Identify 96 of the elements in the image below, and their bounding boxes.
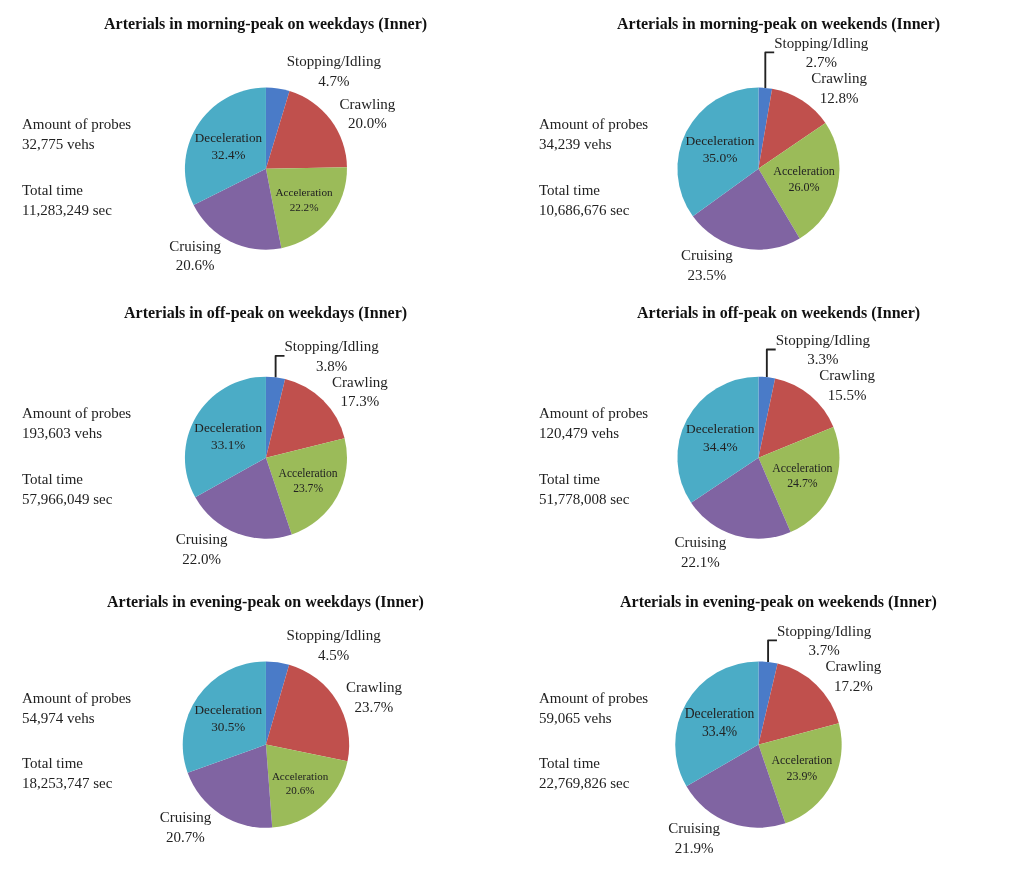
pie-slice	[758, 661, 778, 745]
pie-slice	[184, 87, 266, 206]
slice-label: Stopping/Idling	[284, 338, 380, 355]
slice-label: Stopping/Idling	[776, 622, 872, 639]
data-label: 20.0%	[348, 115, 387, 132]
slice-label: Acceleration	[271, 770, 329, 783]
data-label: 26.0%	[788, 179, 820, 194]
slice-label: Stopping/Idling	[774, 34, 869, 51]
pie-slice	[265, 438, 347, 535]
data-label: 24.7%	[787, 476, 818, 491]
text: Total time 18,253,747 sec	[22, 755, 113, 791]
slice-label: Stopping/Idling	[286, 627, 382, 644]
chart-title: Arterials in morning-peak on weekends (Inner)	[617, 15, 941, 33]
data-label: 12.8%	[819, 89, 859, 106]
data-label: 3.3%	[807, 351, 839, 368]
slice-label: Deceleration	[194, 702, 263, 718]
data-label: 15.5%	[827, 386, 867, 403]
data-label: 23.7%	[354, 698, 394, 715]
pie-slice	[758, 426, 840, 533]
chart-title: Arterials in morning-peak on weekdays (Inner)	[104, 15, 428, 33]
chart-title: Arterials in off-peak on weekends (Inner)	[637, 304, 921, 322]
pie-slice	[265, 661, 290, 745]
text: Total time 22,769,826 sec	[539, 755, 630, 791]
pie-slice	[758, 87, 773, 169]
slice-label: Cruising	[668, 820, 721, 837]
slice-label: Acceleration	[771, 753, 833, 768]
text: Total time 11,283,249 sec	[22, 182, 113, 218]
data-label: 3.7%	[808, 642, 840, 659]
data-label: 23.5%	[687, 266, 727, 283]
text: Amount of probes 34,239 vehs	[539, 116, 649, 152]
data-label: 3.8%	[315, 357, 348, 374]
data-label: 23.9%	[786, 768, 818, 783]
data-label: 23.7%	[293, 482, 324, 496]
slice-label: Stopping/Idling	[286, 53, 382, 70]
data-label: 4.7%	[318, 72, 350, 89]
text: Total time 51,778,008 sec	[539, 471, 630, 507]
pie-slice	[677, 376, 759, 503]
slice-label: Crawling	[346, 679, 403, 696]
slice-label: Acceleration	[278, 467, 338, 481]
slice-label: Stopping/Idling	[775, 331, 871, 348]
slice-label: Crawling	[825, 658, 882, 675]
chart-title: Arterials in evening-peak on weekdays (Inner)	[107, 593, 424, 611]
text: Amount of probes 32,775 vehs	[22, 116, 132, 152]
data-label: 22.2%	[289, 200, 319, 213]
pie-slice	[182, 661, 266, 773]
text: Amount of probes 54,974 vehs	[22, 690, 132, 726]
pie-slice	[184, 376, 266, 498]
data-label: 35.0%	[702, 150, 738, 166]
data-label: 30.5%	[211, 719, 246, 735]
slice-label: Cruising	[175, 531, 228, 548]
pie-slice	[265, 87, 290, 169]
pie-slice	[758, 123, 840, 239]
data-label: 33.1%	[211, 436, 246, 452]
text: Amount of probes 120,479 vehs	[539, 405, 649, 441]
slice-label: Acceleration	[772, 460, 833, 475]
data-label: 20.7%	[166, 828, 205, 845]
pie-slice	[265, 744, 348, 828]
slice-label: Crawling	[339, 95, 396, 112]
slice-label: Cruising	[169, 237, 222, 254]
slice-label: Deceleration	[684, 706, 755, 722]
slice-label: Cruising	[674, 534, 727, 551]
data-label: 22.1%	[681, 553, 720, 570]
chart-title: Arterials in off-peak on weekdays (Inner)	[124, 304, 408, 322]
pie-slice	[677, 87, 759, 217]
data-label: 17.3%	[340, 393, 380, 410]
slice-label: Cruising	[159, 809, 212, 826]
slice-label: Deceleration	[686, 421, 755, 437]
data-label: 22.0%	[182, 550, 221, 567]
pie-slice	[758, 376, 776, 458]
slice-label: Deceleration	[685, 132, 755, 148]
slice-label: Acceleration	[773, 164, 835, 179]
text: Total time 57,966,049 sec	[22, 471, 113, 507]
slice-label: Cruising	[680, 247, 734, 264]
data-label: 21.9%	[674, 839, 714, 856]
data-label: 17.2%	[833, 677, 873, 694]
pie-slice	[675, 661, 759, 787]
slice-label: Deceleration	[194, 419, 263, 435]
pie-slice	[265, 376, 286, 458]
data-label: 34.4%	[702, 438, 738, 454]
slice-label: Crawling	[819, 367, 876, 384]
text: Amount of probes 59,065 vehs	[539, 690, 649, 726]
slice-label: Acceleration	[275, 186, 334, 199]
slice-label: Crawling	[331, 373, 389, 390]
pie-slice	[265, 167, 347, 249]
data-label: 33.4%	[701, 723, 738, 739]
slice-label: Deceleration	[194, 129, 263, 145]
data-label: 20.6%	[285, 784, 315, 797]
slice-label: Crawling	[811, 70, 868, 87]
data-label: 32.4%	[211, 146, 246, 162]
data-label: 4.5%	[318, 646, 350, 663]
chart-title: Arterials in evening-peak on weekends (Inner)	[620, 593, 937, 611]
data-label: 2.7%	[805, 54, 837, 71]
text: Amount of probes 193,603 vehs	[22, 405, 132, 441]
data-label: 20.6%	[175, 257, 215, 274]
text: Total time 10,686,676 sec	[539, 182, 630, 218]
pie-slice	[758, 723, 842, 824]
